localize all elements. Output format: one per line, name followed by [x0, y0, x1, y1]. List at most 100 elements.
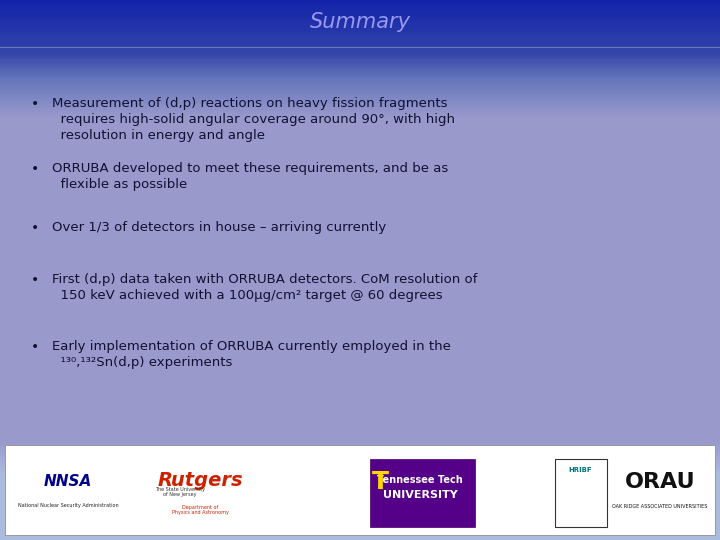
Bar — [0, 139, 720, 140]
Bar — [0, 346, 720, 347]
Bar — [0, 297, 720, 299]
Bar — [0, 420, 720, 421]
Bar — [0, 513, 720, 515]
Bar — [0, 288, 720, 290]
Bar — [0, 207, 720, 209]
Bar — [0, 70, 720, 72]
Bar — [0, 45, 720, 47]
Bar — [0, 104, 720, 106]
Bar — [0, 228, 720, 231]
Bar — [0, 184, 720, 185]
Bar — [0, 524, 720, 525]
Bar — [0, 454, 720, 455]
Bar — [0, 225, 720, 227]
Bar — [0, 77, 720, 79]
Bar — [0, 247, 720, 248]
Bar — [0, 241, 720, 243]
Bar — [0, 36, 720, 38]
Bar — [0, 164, 720, 166]
Bar — [0, 493, 720, 495]
Bar — [0, 137, 720, 139]
Bar — [0, 39, 720, 42]
Bar — [0, 29, 720, 31]
Bar — [0, 457, 720, 459]
Bar — [0, 339, 720, 340]
Bar — [0, 342, 720, 344]
Bar — [0, 369, 720, 371]
Text: National Nuclear Security Administration: National Nuclear Security Administration — [18, 503, 118, 509]
Bar — [0, 322, 720, 324]
Bar — [0, 25, 720, 27]
Bar — [0, 387, 720, 389]
Bar — [0, 333, 720, 335]
Bar — [0, 394, 720, 396]
Bar — [0, 382, 720, 383]
Bar — [0, 282, 720, 285]
Bar — [0, 518, 720, 520]
Bar — [0, 362, 720, 363]
Bar — [0, 261, 720, 263]
Bar — [0, 358, 720, 360]
Bar — [0, 450, 720, 452]
Bar — [0, 0, 720, 2]
Bar — [0, 272, 720, 274]
Bar — [0, 508, 720, 509]
Bar — [0, 371, 720, 373]
Bar — [0, 360, 720, 362]
Bar — [0, 403, 720, 405]
Bar — [0, 196, 720, 198]
Bar — [0, 198, 720, 200]
Bar — [0, 147, 720, 150]
Bar — [0, 27, 720, 29]
Bar — [0, 428, 720, 430]
Bar — [0, 367, 720, 369]
Bar — [0, 88, 720, 90]
Bar — [0, 74, 720, 76]
Text: ORRUBA developed to meet these requirements, and be as
  flexible as possible: ORRUBA developed to meet these requireme… — [52, 162, 448, 191]
Text: •: • — [30, 340, 39, 354]
Bar — [0, 252, 720, 254]
Bar — [0, 227, 720, 228]
Bar — [0, 306, 720, 308]
Bar — [0, 312, 720, 313]
Text: Department of
Physics and Astronomy: Department of Physics and Astronomy — [171, 504, 228, 515]
Bar — [0, 464, 720, 466]
Bar — [0, 319, 720, 320]
Text: UNIVERSITY: UNIVERSITY — [382, 490, 457, 500]
Bar — [0, 93, 720, 96]
Bar — [0, 128, 720, 130]
Bar — [0, 309, 720, 312]
Bar — [0, 50, 720, 52]
Bar — [0, 355, 720, 356]
Bar — [0, 236, 720, 238]
Bar — [0, 320, 720, 322]
Bar — [0, 335, 720, 336]
Bar — [0, 126, 720, 128]
Bar — [0, 173, 720, 174]
Text: OAK RIDGE ASSOCIATED UNIVERSITIES: OAK RIDGE ASSOCIATED UNIVERSITIES — [612, 503, 708, 509]
Bar — [0, 85, 720, 86]
Bar — [0, 400, 720, 401]
Bar — [0, 178, 720, 180]
Bar — [0, 511, 720, 513]
Bar — [0, 437, 720, 439]
Bar — [0, 459, 720, 461]
Bar — [0, 15, 720, 16]
Bar — [0, 66, 720, 69]
Bar — [0, 268, 720, 270]
Bar — [0, 351, 720, 353]
Bar — [0, 90, 720, 92]
Bar — [0, 185, 720, 187]
Bar — [0, 158, 720, 160]
Bar — [0, 47, 720, 49]
Bar — [0, 293, 720, 295]
Bar — [0, 162, 720, 164]
Bar — [0, 157, 720, 158]
Bar — [0, 5, 720, 7]
Bar — [0, 76, 720, 77]
Bar — [0, 497, 720, 498]
Bar — [0, 58, 720, 59]
Bar — [0, 117, 720, 119]
Bar — [0, 410, 720, 412]
Bar — [0, 344, 720, 346]
